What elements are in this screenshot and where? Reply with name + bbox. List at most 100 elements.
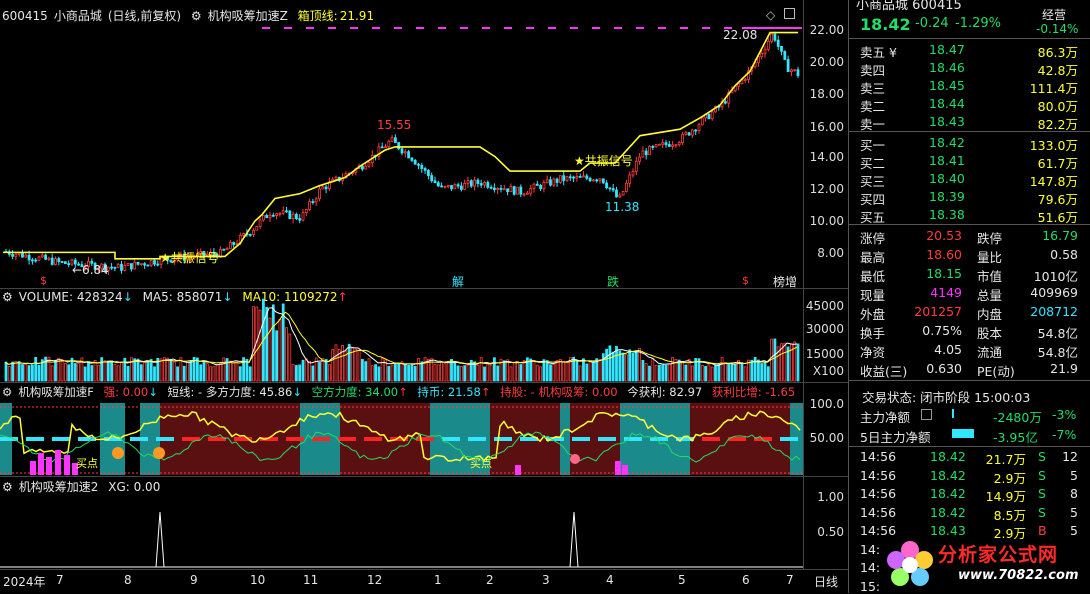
candle-body xyxy=(608,187,612,190)
time-tick: 6 xyxy=(742,573,750,587)
volume-bar xyxy=(783,342,787,382)
volume-bar xyxy=(225,358,229,382)
volume-bar xyxy=(308,360,312,382)
tick-side: S xyxy=(1038,486,1046,501)
flower-logo-icon xyxy=(887,541,933,586)
stat-label: 内盘 xyxy=(977,307,1003,322)
money-bag-icon xyxy=(112,447,124,459)
candle-body xyxy=(123,265,127,271)
volume-bar xyxy=(344,350,348,382)
midline-dash xyxy=(26,437,44,441)
top-signal-mark xyxy=(328,27,336,29)
volume-bar xyxy=(559,359,562,382)
stat-label: 现量 xyxy=(860,288,886,303)
diamond-icon[interactable]: ◇ xyxy=(766,8,776,22)
volume-bar xyxy=(393,363,397,382)
volume-bar xyxy=(469,359,473,382)
volume-bar xyxy=(720,357,724,382)
candle-body xyxy=(502,188,506,191)
volume-pane[interactable]: ⚙ VOLUME: 428324↓ MA5: 858071↓ MA10: 1109… xyxy=(0,289,803,382)
volume-bar xyxy=(545,360,549,382)
volume-unit: X100 xyxy=(812,364,844,378)
gear-icon[interactable]: ⚙ xyxy=(2,290,13,304)
candle-body xyxy=(334,176,338,180)
gear-icon[interactable]: ⚙ xyxy=(2,480,13,494)
candle-body xyxy=(225,247,229,251)
xg-pane[interactable]: ⚙ 机构吸筹加速2 XG: 0.00 xyxy=(0,477,803,569)
time-axis[interactable]: 2024年 7 8 9 10 11 12 1 2 3 4 5 6 7 日线 xyxy=(0,570,848,593)
stat-label: 外盘 xyxy=(860,307,886,322)
candle-body xyxy=(301,212,305,221)
volume-bar xyxy=(691,365,694,382)
volume-bar xyxy=(341,344,345,382)
volume-bar xyxy=(664,364,668,382)
volume-bar xyxy=(496,365,500,382)
candle-body xyxy=(291,213,295,220)
volume-bar xyxy=(426,358,430,382)
volume-bar xyxy=(489,364,493,382)
candle-body xyxy=(618,194,622,198)
volume-bar xyxy=(684,364,688,382)
volume-bar xyxy=(281,303,285,382)
sector-tag[interactable]: 经营 xyxy=(1042,8,1067,22)
candle-body xyxy=(403,151,407,154)
ask-volume: 42.8万 xyxy=(1037,63,1078,78)
buy-point-label: 买点 xyxy=(470,457,492,470)
volume-bar xyxy=(14,361,18,382)
candle-body xyxy=(456,184,460,187)
indicator-name[interactable]: 机构吸筹加速Z xyxy=(207,9,288,23)
bid-volume: 133.0万 xyxy=(1029,138,1078,153)
volume-bar xyxy=(347,343,351,382)
price-tick: 16.00 xyxy=(809,120,844,134)
volume-bar xyxy=(450,358,453,382)
maximize-icon[interactable] xyxy=(784,8,795,19)
volume-bar xyxy=(486,362,490,382)
volume-bar xyxy=(506,359,510,382)
indicator-pane[interactable]: ⚙ 机构吸筹加速F 强: 0.00↓ 短线: - 多方力度: 45.86↓ 空方力… xyxy=(0,383,803,476)
volume-bar xyxy=(707,364,711,382)
indicator-f-name[interactable]: 机构吸筹加速F xyxy=(18,385,94,399)
volume-bar xyxy=(27,365,31,382)
candle-body xyxy=(446,185,450,187)
candle-body xyxy=(625,182,628,192)
candle-body xyxy=(539,185,542,190)
volume-bar xyxy=(483,366,486,382)
price-chart-pane[interactable]: 600415 小商品城 (日线,前复权) ⚙ 机构吸筹加速Z 箱顶线: 21.91 ◇ … xyxy=(0,0,803,289)
volume-bar xyxy=(291,364,295,382)
info-icon[interactable] xyxy=(921,409,932,420)
candle-body xyxy=(486,182,490,188)
tick-volume: 21.7万 xyxy=(985,452,1026,467)
midline-dash xyxy=(416,437,434,441)
volume-bar xyxy=(44,356,47,382)
xg-name[interactable]: 机构吸筹加速2 xyxy=(18,480,99,494)
candle-body xyxy=(209,251,213,255)
volume-bar xyxy=(205,363,209,382)
candle-body xyxy=(21,252,24,258)
volume-bar xyxy=(492,357,496,382)
period-button[interactable]: 日线 xyxy=(814,575,839,589)
volume-bar xyxy=(592,362,595,382)
volume-bar xyxy=(509,366,513,382)
candle-body xyxy=(268,214,272,219)
volume-bar xyxy=(235,360,239,382)
volume-bar xyxy=(512,362,516,382)
volume-bar xyxy=(423,357,427,382)
candle-body xyxy=(677,142,681,146)
volume-bar xyxy=(189,360,193,382)
candle-body xyxy=(687,132,691,136)
volume-bar xyxy=(786,346,790,382)
stat-label: 跌停 xyxy=(977,231,1003,246)
candle-body xyxy=(796,69,800,76)
volume-bar xyxy=(433,364,437,382)
candle-body xyxy=(611,188,615,191)
gear-icon[interactable]: ⚙ xyxy=(190,9,202,23)
volume-bar xyxy=(516,361,519,382)
gear-icon[interactable]: ⚙ xyxy=(2,385,13,399)
top-signal-mark xyxy=(548,27,556,29)
ma5-line xyxy=(4,307,798,367)
indicator-header: ⚙ 机构吸筹加速F 强: 0.00↓ 短线: - 多方力度: 45.86↓ 空方力… xyxy=(2,385,796,399)
volume-bar xyxy=(644,363,648,382)
midline-dash xyxy=(728,437,746,441)
volume-bar xyxy=(714,365,717,382)
candle-body xyxy=(311,201,315,203)
